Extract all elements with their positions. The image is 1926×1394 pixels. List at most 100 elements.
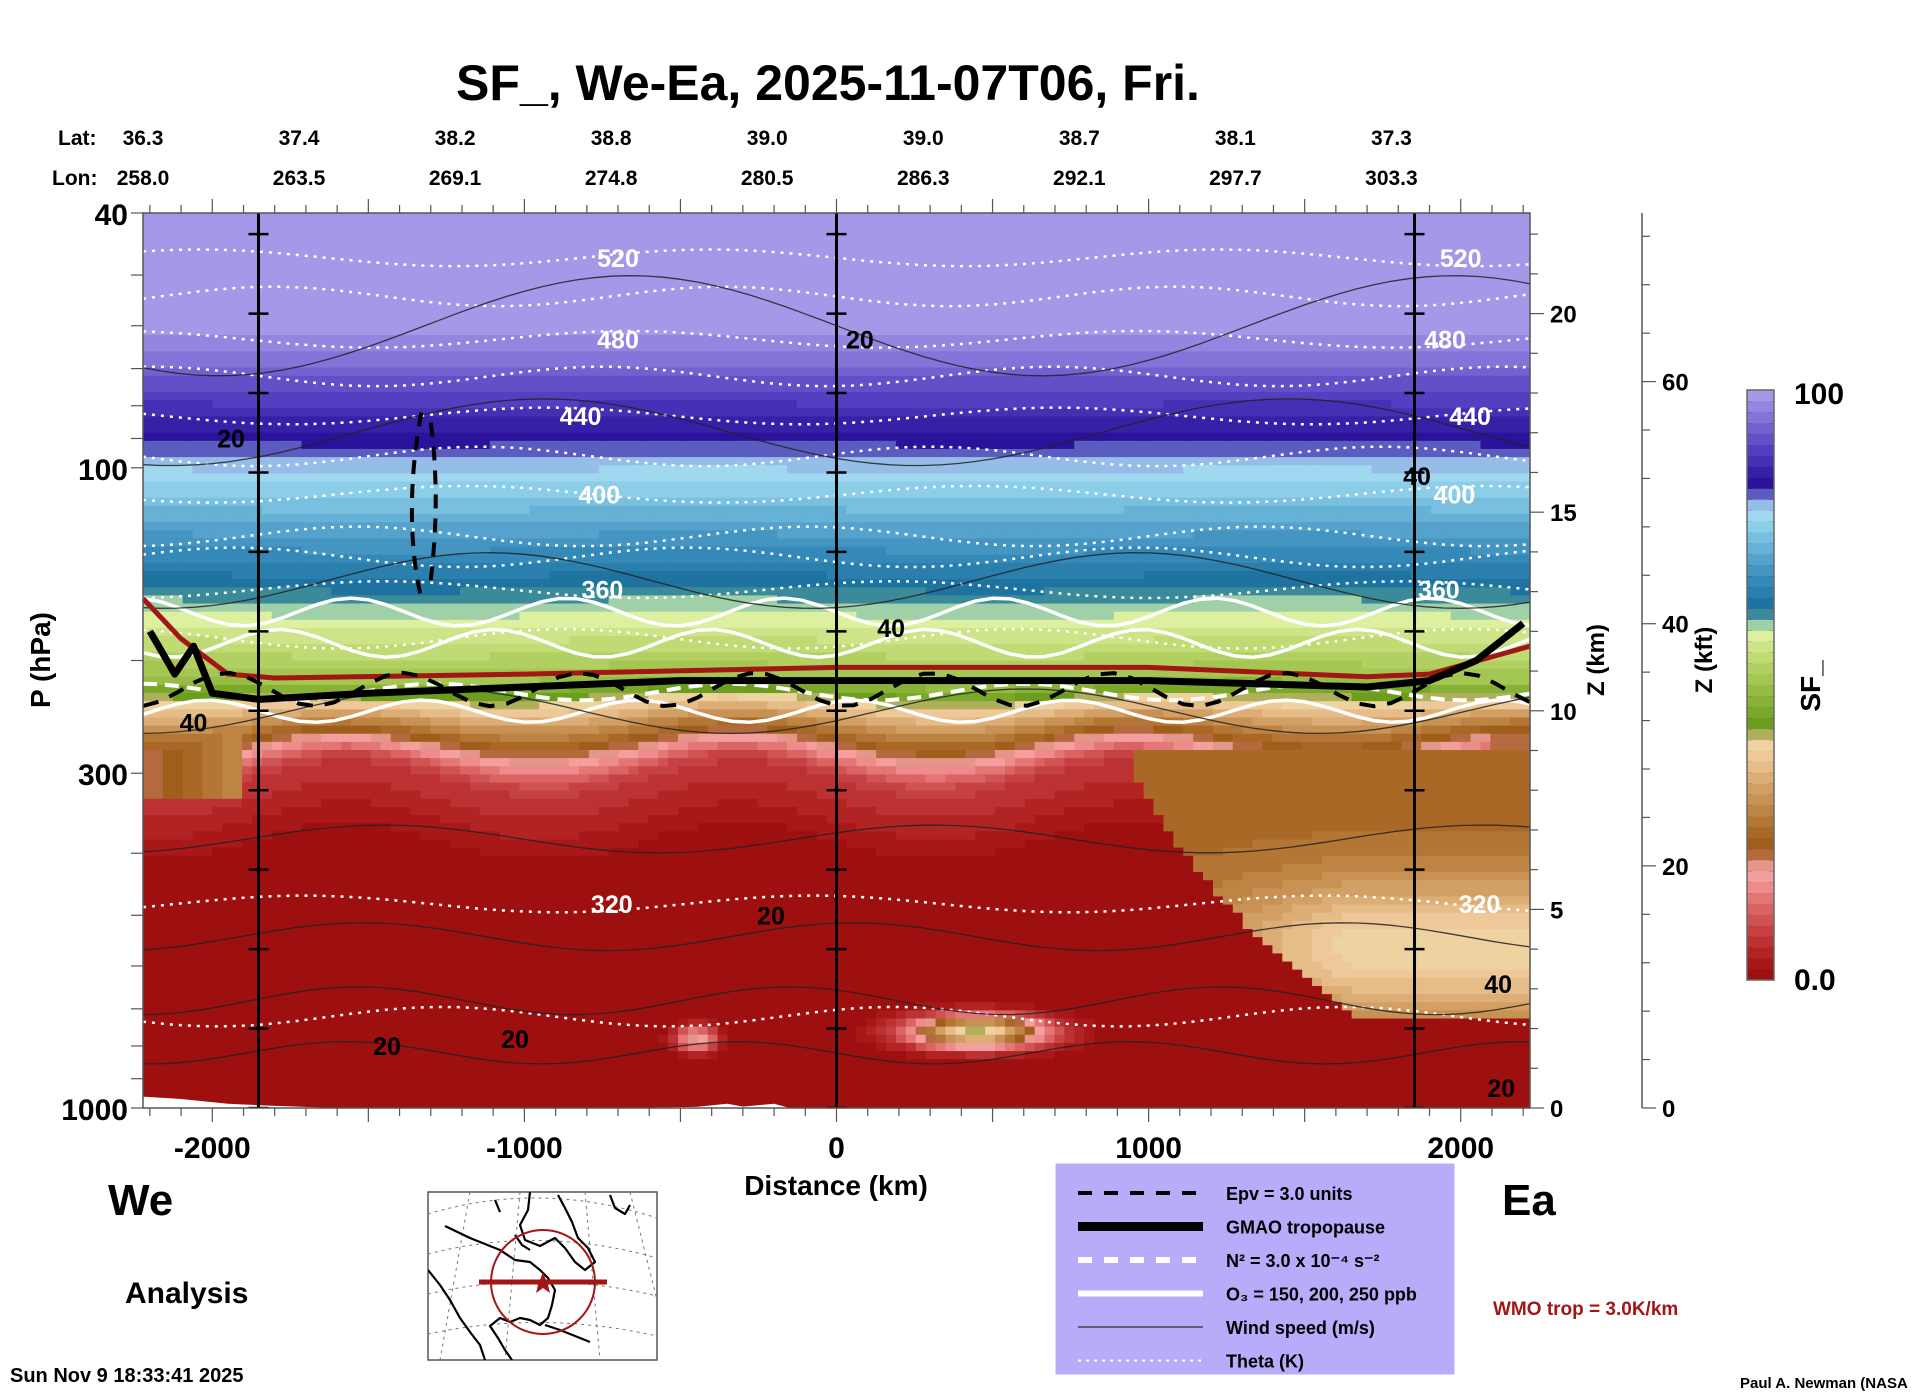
sf-cell [1312, 359, 1323, 369]
sf-cell [638, 424, 649, 434]
sf-cell [1004, 392, 1016, 401]
sf-cell [1193, 424, 1204, 434]
sf-cell [1064, 245, 1075, 255]
sf-cell [1292, 473, 1303, 483]
sf-cell [1183, 489, 1194, 499]
sf-cell [1163, 261, 1174, 271]
sf-cell [261, 424, 273, 434]
sf-cell [400, 457, 412, 466]
sf-cell [569, 440, 580, 450]
sf-cell [707, 367, 719, 377]
sf-cell [1232, 253, 1244, 263]
sf-cell [697, 318, 709, 328]
sf-cell [1163, 351, 1174, 361]
sf-cell [509, 351, 521, 361]
sf-cell [162, 253, 174, 263]
sf-cell [935, 294, 947, 304]
sf-cell [1084, 408, 1095, 418]
sf-cell [1064, 351, 1075, 361]
sf-cell [301, 302, 313, 312]
sf-cell [489, 448, 501, 458]
sf-cell [232, 383, 243, 393]
sf-cell [479, 326, 491, 336]
sf-cell [261, 302, 273, 312]
sf-cell [856, 310, 867, 320]
sf-cell [1044, 424, 1056, 434]
sf-cell [1371, 359, 1382, 369]
sf-cell [1401, 245, 1412, 255]
sf-cell [1282, 335, 1293, 344]
sf-cell [321, 359, 332, 369]
sf-cell [806, 318, 818, 328]
sf-cell [925, 294, 937, 304]
sf-cell [1421, 432, 1432, 442]
sf-cell [965, 343, 976, 352]
sf-cell [222, 416, 233, 426]
sf-cell [618, 335, 630, 344]
sf-cell [172, 229, 184, 239]
sf-cell [1292, 367, 1303, 377]
sf-cell [172, 457, 184, 466]
sf-cell [846, 278, 857, 287]
sf-cell [1212, 432, 1224, 442]
sf-cell [1183, 213, 1194, 222]
sf-cell [1084, 392, 1095, 401]
sf-cell [469, 465, 481, 474]
sf-cell [400, 440, 412, 450]
sf-cell [905, 237, 917, 247]
sf-cell [430, 237, 441, 247]
sf-cell [1321, 245, 1333, 255]
sf-cell [1490, 448, 1501, 458]
sf-cell [816, 457, 828, 466]
sf-cell [162, 432, 174, 442]
sf-cell [1510, 359, 1521, 369]
sf-cell [975, 269, 986, 279]
sf-cell [717, 302, 729, 312]
sf-cell [1321, 213, 1333, 222]
sf-cell [182, 432, 194, 442]
sf-cell [360, 416, 372, 426]
sf-cell [747, 237, 758, 247]
sf-cell [925, 253, 937, 263]
sf-cell [519, 253, 530, 263]
sf-cell [737, 440, 748, 450]
sf-cell [1480, 326, 1491, 336]
sf-cell [331, 302, 342, 312]
sf-cell [360, 392, 372, 401]
sf-cell [331, 489, 342, 499]
sf-cell [341, 278, 352, 287]
sf-cell [271, 269, 283, 279]
sf-cell [420, 473, 431, 483]
sf-cell [559, 326, 570, 336]
sf-cell [965, 367, 976, 377]
sf-cell [1430, 400, 1442, 409]
sf-cell [935, 392, 947, 401]
sf-cell [569, 408, 580, 418]
sf-cell [271, 489, 283, 499]
sf-cell [301, 229, 313, 239]
sf-cell [1024, 294, 1036, 304]
sf-cell [1401, 489, 1412, 499]
sf-cell [777, 408, 788, 418]
sf-cell [697, 375, 709, 385]
sf-cell [1183, 229, 1194, 239]
sf-cell [212, 237, 223, 247]
sf-cell [420, 400, 431, 409]
sf-cell [1411, 237, 1422, 247]
sf-cell [331, 351, 342, 361]
sf-cell [806, 213, 818, 222]
sf-cell [499, 375, 511, 385]
sf-cell [1302, 359, 1313, 369]
sf-cell [578, 237, 590, 247]
sf-cell [143, 424, 154, 434]
sf-cell [628, 278, 639, 287]
sf-cell [162, 310, 174, 320]
sf-cell [677, 465, 689, 474]
sf-cell [727, 359, 739, 369]
sf-cell [995, 253, 1006, 263]
sf-cell [1183, 481, 1194, 491]
sf-cell [1292, 213, 1303, 222]
sf-cell [1331, 229, 1343, 239]
sf-cell [707, 440, 719, 450]
sf-cell [499, 318, 511, 328]
